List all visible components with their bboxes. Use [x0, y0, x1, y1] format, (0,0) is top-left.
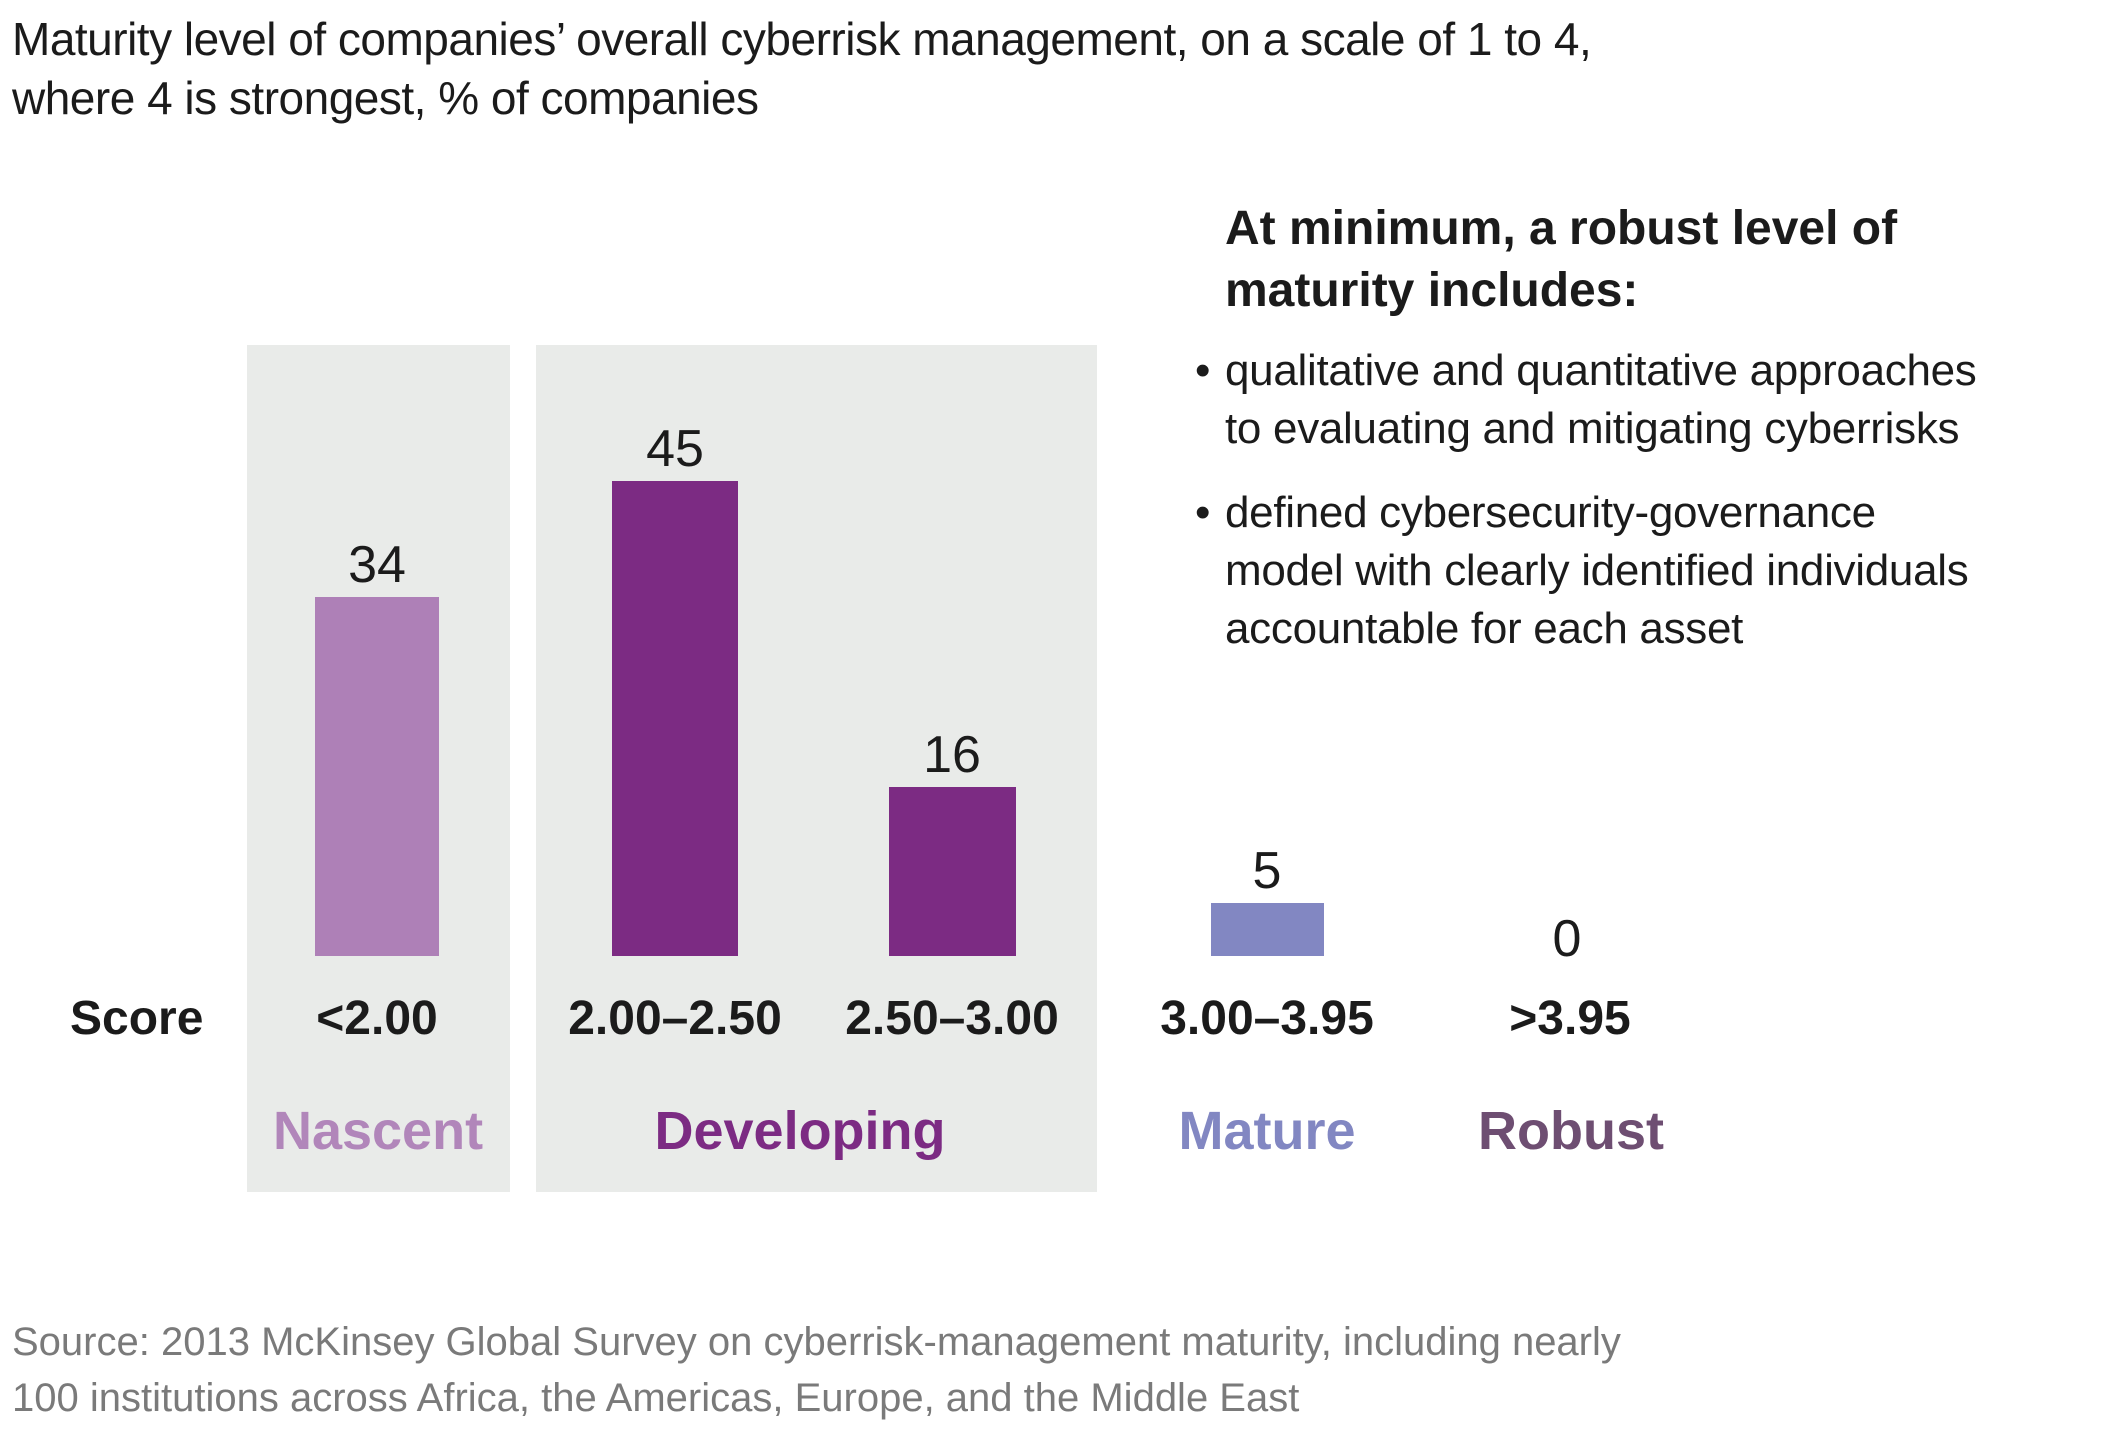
callout-bullet-2: • defined cybersecurity-governance model… — [1195, 484, 2105, 658]
chart-title-line-2: where 4 is strongest, % of companies — [12, 72, 759, 124]
maturity-label-developing: Developing — [654, 1101, 946, 1161]
bar-mature — [1211, 903, 1324, 956]
callout-heading-line-1: At minimum, a robust level of — [1225, 202, 1898, 255]
bullet-2-line-3: accountable for each asset — [1225, 604, 1744, 653]
bullet-1-line-2: to evaluating and mitigating cyberrisks — [1225, 404, 1960, 453]
score-axis-label: Score — [70, 992, 204, 1045]
maturity-label-mature: Mature — [1178, 1101, 1356, 1161]
bullet-2-line-2: model with clearly identified individual… — [1225, 546, 1969, 595]
callout-heading: At minimum, a robust level of maturity i… — [1225, 198, 2105, 322]
bullet-1-line-1: qualitative and quantitative approaches — [1225, 346, 1977, 395]
source-note-line-2: 100 institutions across Africa, the Amer… — [12, 1376, 1300, 1420]
score-range-robust: >3.95 — [1509, 992, 1631, 1045]
value-label-nascent: 34 — [348, 536, 406, 594]
bar-nascent — [315, 597, 439, 956]
score-range-mature: 3.00–3.95 — [1160, 992, 1374, 1045]
score-range-nascent: <2.00 — [316, 992, 438, 1045]
value-label-developing-high: 16 — [923, 726, 981, 784]
source-note: Source: 2013 McKinsey Global Survey on c… — [12, 1314, 1912, 1426]
source-note-line-1: Source: 2013 McKinsey Global Survey on c… — [12, 1320, 1621, 1364]
score-range-developing-low: 2.00–2.50 — [568, 992, 782, 1045]
value-label-mature: 5 — [1252, 842, 1282, 900]
chart-title: Maturity level of companies’ overall cyb… — [12, 10, 1972, 128]
bar-developing-high — [889, 787, 1016, 956]
callout-heading-line-2: maturity includes: — [1225, 264, 1639, 317]
callout-bullet-1: • qualitative and quantitative approache… — [1195, 342, 2105, 458]
chart-title-line-1: Maturity level of companies’ overall cyb… — [12, 13, 1592, 65]
bullet-2-line-1: defined cybersecurity-governance — [1225, 488, 1876, 537]
maturity-label-robust: Robust — [1478, 1101, 1664, 1161]
value-label-robust: 0 — [1552, 910, 1582, 968]
value-label-developing-low: 45 — [646, 420, 704, 478]
callout-bullet-1-text: qualitative and quantitative approaches … — [1225, 342, 1977, 458]
callout-bullet-2-text: defined cybersecurity-governance model w… — [1225, 484, 1969, 658]
bar-developing-low — [612, 481, 738, 956]
bullet-marker: • — [1195, 488, 1211, 537]
maturity-label-nascent: Nascent — [272, 1101, 484, 1161]
score-range-developing-high: 2.50–3.00 — [845, 992, 1059, 1045]
callout-block: At minimum, a robust level of maturity i… — [1195, 198, 2105, 658]
bullet-marker: • — [1195, 346, 1211, 395]
